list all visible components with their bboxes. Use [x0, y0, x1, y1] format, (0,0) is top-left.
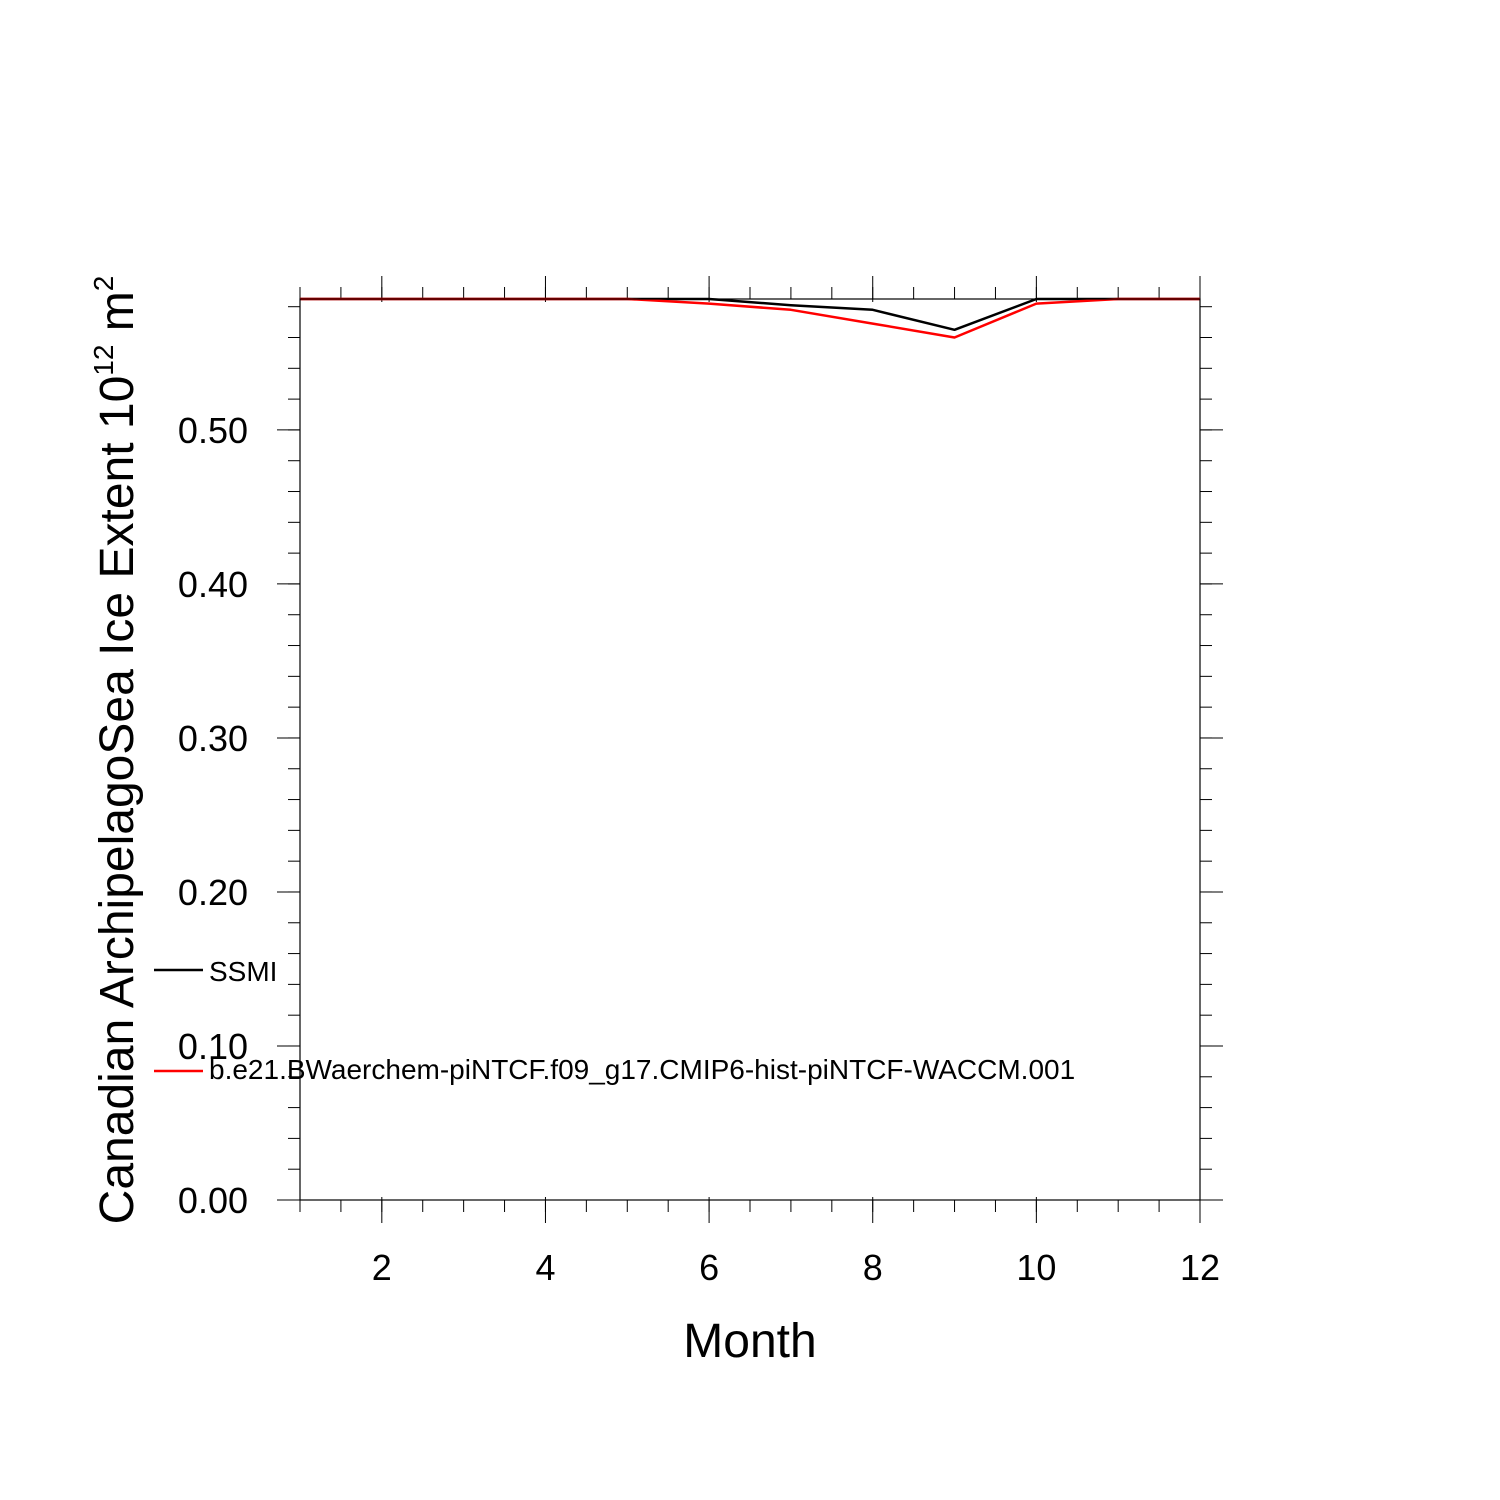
y-axis-title-main: Canadian ArchipelagoSea Ice Extent 10 [91, 376, 144, 1225]
y-tick-label: 0.50 [178, 410, 248, 451]
x-tick-label: 2 [372, 1247, 392, 1288]
plot-frame [299, 298, 1201, 1201]
series-lines [300, 297, 1200, 339]
axis-ticks [277, 276, 1223, 1223]
y-tick-label: 0.30 [178, 718, 248, 759]
x-axis-title: Month [683, 1315, 816, 1368]
y-tick-label: 0.20 [178, 872, 248, 913]
y-axis-title-exp: 12 [88, 345, 119, 376]
y-tick-label: 0.00 [178, 1180, 248, 1221]
y-tick-label: 0.10 [178, 1026, 248, 1067]
y-tick-label: 0.40 [178, 564, 248, 605]
legend: SSMI b.e21.BWaerchem-piNTCF.f09_g17.CMIP… [154, 956, 1075, 1085]
x-tick-label: 6 [699, 1247, 719, 1288]
x-tick-label: 10 [1016, 1247, 1056, 1288]
y-tick-labels: 0.00 0.10 0.20 0.30 0.40 0.50 [178, 410, 248, 1221]
y-axis-title: Canadian ArchipelagoSea Ice Extent 1012 … [88, 276, 144, 1225]
series-line-0 [300, 297, 1200, 332]
x-tick-label: 12 [1180, 1247, 1220, 1288]
legend-label-model: b.e21.BWaerchem-piNTCF.f09_g17.CMIP6-his… [209, 1054, 1075, 1085]
y-axis-title-unit: m [91, 291, 144, 344]
x-tick-label: 4 [535, 1247, 555, 1288]
x-tick-label: 8 [863, 1247, 883, 1288]
y-axis-title-unit-exp: 2 [88, 276, 119, 292]
x-tick-labels: 2 4 6 8 10 12 [372, 1247, 1220, 1288]
series-line-1 [300, 297, 1200, 339]
legend-label-ssmi: SSMI [209, 956, 277, 987]
